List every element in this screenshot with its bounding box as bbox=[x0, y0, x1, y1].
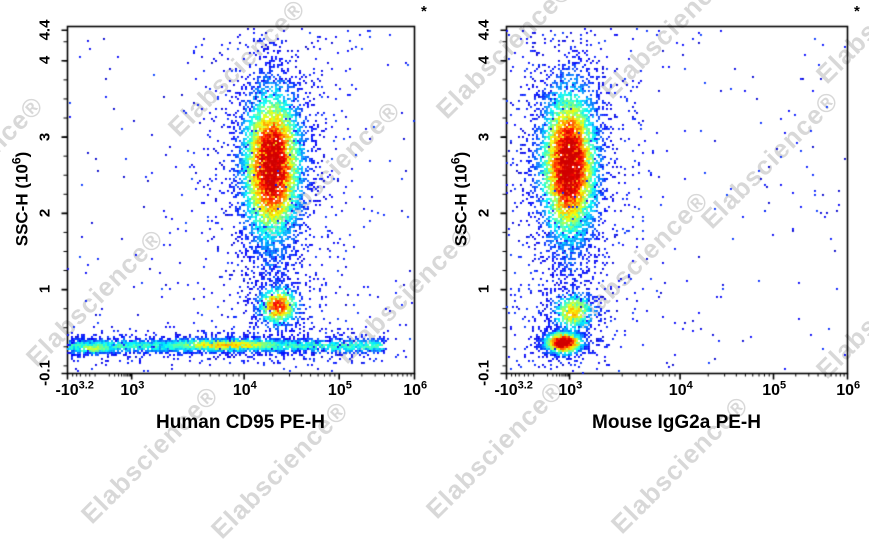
y-axis-label-text: SSC-H (10 bbox=[451, 163, 471, 246]
y-tick-label: 1 bbox=[36, 284, 54, 294]
density-canvas-left bbox=[53, 12, 428, 387]
x-tick-label: 105 bbox=[327, 379, 352, 400]
x-tick-exponent: 5 bbox=[345, 379, 352, 392]
x-tick-base: 10 bbox=[403, 382, 422, 399]
x-tick-exponent: 3.2 bbox=[517, 379, 533, 392]
x-tick-base: 10 bbox=[762, 382, 781, 399]
y-tick-label: 4 bbox=[475, 56, 493, 65]
x-tick-exponent: 3 bbox=[576, 379, 583, 392]
y-axis-label-right: SSC-H (106) bbox=[449, 151, 472, 246]
x-tick-exponent: 3.2 bbox=[78, 379, 94, 392]
x-tick-label: 103 bbox=[558, 379, 583, 400]
y-axis-label-close: ) bbox=[451, 151, 471, 157]
y-axis-label-exponent: 6 bbox=[448, 156, 463, 164]
watermark-text: Elabscience® bbox=[74, 379, 225, 530]
x-tick-label: 106 bbox=[836, 379, 861, 400]
x-tick-label: -103.2 bbox=[494, 379, 533, 400]
x-tick-label: 104 bbox=[232, 379, 257, 400]
x-tick-base: 10 bbox=[668, 382, 687, 399]
y-tick-label: 3 bbox=[475, 132, 493, 141]
x-tick-base: -10 bbox=[494, 382, 518, 399]
density-canvas-right bbox=[492, 12, 861, 387]
y-tick-label: 4.4 bbox=[36, 19, 54, 41]
x-axis-title-left: Human CD95 PE-H bbox=[156, 412, 325, 433]
y-tick-label: 1 bbox=[475, 284, 493, 294]
x-tick-label: -103.2 bbox=[55, 379, 94, 400]
x-tick-exponent: 6 bbox=[854, 379, 861, 392]
y-tick-label: 3 bbox=[36, 132, 54, 141]
y-tick-label: 4.4 bbox=[475, 19, 493, 41]
asterisk-annotation-left: * bbox=[421, 3, 427, 20]
x-tick-exponent: 5 bbox=[780, 379, 787, 392]
y-axis-label-close: ) bbox=[12, 151, 32, 157]
x-tick-exponent: 4 bbox=[250, 379, 257, 392]
x-tick-label: 104 bbox=[668, 379, 693, 400]
y-axis-label-text: SSC-H (10 bbox=[12, 163, 32, 246]
x-tick-label: 106 bbox=[403, 379, 428, 400]
y-tick-label: 2 bbox=[36, 208, 54, 218]
y-tick-label: -0.1 bbox=[475, 360, 493, 386]
y-tick-label: 4 bbox=[36, 56, 54, 65]
x-tick-exponent: 6 bbox=[421, 379, 428, 392]
x-tick-base: 10 bbox=[232, 382, 251, 399]
x-tick-base: 10 bbox=[327, 382, 346, 399]
x-tick-base: 10 bbox=[836, 382, 855, 399]
y-tick-label: 2 bbox=[475, 208, 493, 218]
x-tick-base: -10 bbox=[55, 382, 79, 399]
x-tick-label: 105 bbox=[762, 379, 787, 400]
x-tick-base: 10 bbox=[120, 382, 139, 399]
y-axis-label-exponent: 6 bbox=[9, 156, 24, 164]
x-tick-exponent: 3 bbox=[138, 379, 145, 392]
x-tick-label: 103 bbox=[120, 379, 145, 400]
x-tick-base: 10 bbox=[558, 382, 577, 399]
y-axis-label-left: SSC-H (106) bbox=[10, 151, 33, 246]
x-tick-exponent: 4 bbox=[686, 379, 693, 392]
y-tick-label: -0.1 bbox=[36, 360, 54, 386]
asterisk-annotation-right: * bbox=[854, 3, 860, 20]
x-axis-title-right: Mouse IgG2a PE-H bbox=[592, 412, 761, 433]
